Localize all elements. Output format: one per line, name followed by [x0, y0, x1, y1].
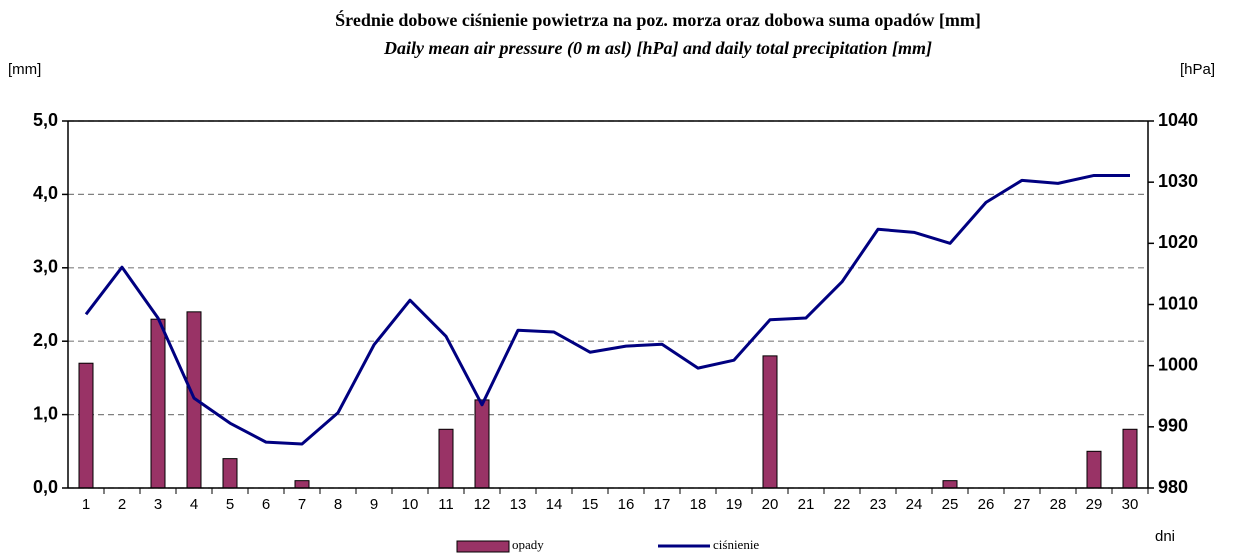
bar	[78, 362, 94, 489]
x-tick-label: 11	[438, 496, 454, 513]
x-tick-label: 3	[154, 496, 162, 513]
y-tick-label: 3,0	[33, 257, 58, 277]
x-tick-label: 24	[906, 496, 923, 513]
x-tick-label: 13	[510, 496, 527, 513]
legend-swatch	[456, 540, 510, 553]
y2-tick-label: 1040	[1158, 110, 1198, 130]
x-tick-label: 4	[190, 496, 198, 513]
x-tick-label: 16	[618, 496, 635, 513]
bar	[438, 428, 454, 489]
x-tick-label: 12	[474, 496, 491, 513]
bar	[222, 458, 238, 489]
bar	[762, 355, 778, 489]
legend-label: opady	[512, 537, 544, 552]
bar	[150, 318, 166, 489]
x-tick-label: 10	[402, 496, 419, 513]
y-tick-label: 1,0	[33, 403, 58, 423]
bar	[1086, 450, 1102, 489]
x-tick-label: 6	[262, 496, 270, 513]
x-tick-label: 1	[82, 496, 90, 513]
x-tick-label: 30	[1122, 496, 1139, 513]
x-tick-label: 8	[334, 496, 342, 513]
x-tick-label: 22	[834, 496, 851, 513]
y2-tick-label: 980	[1158, 477, 1188, 497]
y2-tick-label: 990	[1158, 416, 1188, 436]
x-tick-label: 5	[226, 496, 234, 513]
y-tick-label: 2,0	[33, 330, 58, 350]
x-tick-label: 17	[654, 496, 671, 513]
y2-tick-label: 1010	[1158, 293, 1198, 313]
x-tick-label: 9	[370, 496, 378, 513]
y-axis-label: [mm]	[8, 61, 41, 78]
x-tick-label: 18	[690, 496, 707, 513]
x-tick-label: 26	[978, 496, 995, 513]
y2-tick-label: 1000	[1158, 354, 1198, 374]
y-tick-label: 4,0	[33, 183, 58, 203]
bar	[942, 480, 958, 489]
bar	[474, 399, 490, 489]
x-tick-label: 25	[942, 496, 959, 513]
x-tick-label: 14	[546, 496, 563, 513]
bar	[294, 480, 310, 489]
x-tick-label: 15	[582, 496, 599, 513]
chart-title: Średnie dobowe ciśnienie powietrza na po…	[335, 9, 981, 30]
y-tick-label: 0,0	[33, 477, 58, 497]
y2-tick-label: 1020	[1158, 232, 1198, 252]
x-tick-label: 28	[1050, 496, 1067, 513]
y2-tick-label: 1030	[1158, 171, 1198, 191]
line	[84, 173, 1130, 446]
y-tick-label: 5,0	[33, 110, 58, 130]
x-tick-label: 23	[870, 496, 887, 513]
x-tick-label: 27	[1014, 496, 1031, 513]
x-tick-label: 2	[118, 496, 126, 513]
chart-subtitle: Daily mean air pressure (0 m asl) [hPa] …	[383, 38, 932, 59]
x-tick-label: 19	[726, 496, 743, 513]
y2-axis-label: [hPa]	[1180, 61, 1215, 78]
x-axis-label: dni	[1155, 528, 1175, 545]
x-tick-label: 20	[762, 496, 779, 513]
x-tick-label: 7	[298, 496, 306, 513]
bar	[1122, 428, 1138, 489]
x-tick-label: 21	[798, 496, 815, 513]
legend-label: ciśnienie	[713, 537, 759, 552]
x-tick-label: 29	[1086, 496, 1103, 513]
